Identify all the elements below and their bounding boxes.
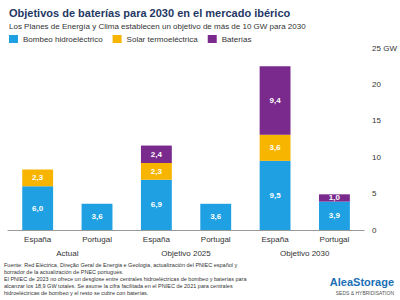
svg-text:El PNIEC de 2023 no ofrece un: El PNIEC de 2023 no ofrece un desglose e… bbox=[4, 276, 247, 282]
svg-text:3,6: 3,6 bbox=[210, 212, 222, 221]
svg-text:3,6: 3,6 bbox=[91, 212, 103, 221]
svg-text:Los Planes de Energía y Clima: Los Planes de Energía y Clima establecen… bbox=[9, 22, 306, 31]
svg-text:hidroeléctricas de bombeo y el: hidroeléctricas de bombeo y el resto se … bbox=[4, 290, 149, 296]
svg-text:10: 10 bbox=[372, 153, 381, 162]
svg-text:Actual: Actual bbox=[56, 249, 78, 258]
svg-text:Fuente: Red Eléctrica, Direção: Fuente: Red Eléctrica, Direção Geral de … bbox=[4, 262, 238, 268]
svg-text:6,0: 6,0 bbox=[32, 204, 44, 213]
svg-text:1,0: 1,0 bbox=[329, 193, 341, 202]
svg-text:alcanzar los 18,9 GW totales.: alcanzar los 18,9 GW totales. Se asume l… bbox=[4, 283, 233, 289]
svg-text:Portugal: Portugal bbox=[201, 235, 231, 244]
svg-text:9,4: 9,4 bbox=[270, 96, 282, 105]
svg-text:25 GW: 25 GW bbox=[372, 44, 397, 53]
svg-text:20: 20 bbox=[372, 80, 381, 89]
svg-text:0: 0 bbox=[372, 226, 377, 235]
svg-text:España: España bbox=[24, 235, 52, 244]
svg-text:6,9: 6,9 bbox=[151, 200, 163, 209]
svg-text:España: España bbox=[143, 235, 171, 244]
svg-text:España: España bbox=[262, 235, 290, 244]
svg-text:Portugal: Portugal bbox=[82, 235, 112, 244]
svg-text:Objetivos de baterías para 203: Objetivos de baterías para 2030 en el me… bbox=[9, 7, 291, 19]
svg-text:2,3: 2,3 bbox=[151, 167, 163, 176]
svg-text:2,3: 2,3 bbox=[32, 173, 44, 182]
svg-text:3,9: 3,9 bbox=[329, 211, 341, 220]
svg-text:AleaStorage: AleaStorage bbox=[330, 276, 394, 288]
svg-text:Bombeo hidroeléctrico: Bombeo hidroeléctrico bbox=[23, 35, 103, 44]
svg-text:borrador de la actualización d: borrador de la actualización de PNEC por… bbox=[4, 269, 124, 275]
svg-text:Objetivo 2025: Objetivo 2025 bbox=[161, 249, 211, 258]
svg-text:2,4: 2,4 bbox=[151, 150, 163, 159]
svg-text:15: 15 bbox=[372, 116, 381, 125]
svg-text:SEDS & HYBRIDISATION: SEDS & HYBRIDISATION bbox=[336, 290, 395, 296]
svg-text:3,6: 3,6 bbox=[270, 143, 282, 152]
svg-text:Portugal: Portugal bbox=[320, 235, 350, 244]
svg-text:Solar termoeléctrica: Solar termoeléctrica bbox=[127, 35, 199, 44]
svg-text:Baterías: Baterías bbox=[222, 35, 252, 44]
svg-text:5: 5 bbox=[372, 189, 377, 198]
svg-text:9,5: 9,5 bbox=[270, 191, 282, 200]
svg-text:Objetivo 2030: Objetivo 2030 bbox=[280, 249, 330, 258]
